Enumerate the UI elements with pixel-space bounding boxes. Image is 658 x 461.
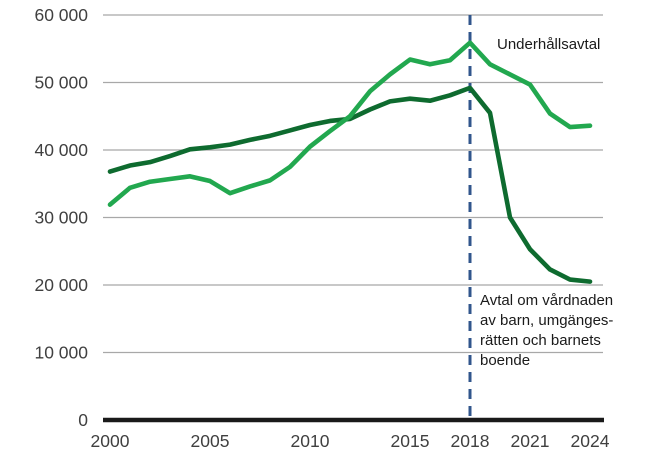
y-tick-label: 60 000 bbox=[34, 5, 88, 25]
series-label-vardnad-line1: Avtal om vårdnaden bbox=[480, 292, 614, 309]
x-tick-label: 2005 bbox=[191, 431, 230, 451]
x-tick-label: 2021 bbox=[511, 431, 550, 451]
y-tick-label: 20 000 bbox=[34, 275, 88, 295]
y-tick-label: 0 bbox=[78, 410, 88, 430]
y-tick-label: 40 000 bbox=[34, 140, 88, 160]
x-tick-label: 2018 bbox=[451, 431, 490, 451]
y-tick-label: 10 000 bbox=[34, 343, 88, 363]
y-tick-label: 30 000 bbox=[34, 208, 88, 228]
y-tick-label: 50 000 bbox=[34, 73, 88, 93]
series-label-vardnad: Avtal om vårdnaden av barn, umgänges- rä… bbox=[480, 291, 613, 371]
series-label-underhallsavtal: Underhållsavtal bbox=[497, 36, 601, 53]
x-tick-label: 2024 bbox=[571, 431, 610, 451]
series-line-underhallsavtal bbox=[107, 40, 593, 207]
series-label-vardnad-line3: rätten och barnets bbox=[480, 332, 601, 349]
x-tick-label: 2015 bbox=[391, 431, 430, 451]
series-label-vardnad-line4: boende bbox=[480, 352, 531, 369]
series-label-vardnad-line2: av barn, umgänges- bbox=[480, 312, 614, 329]
x-tick-label: 2010 bbox=[291, 431, 330, 451]
x-tick-label: 2000 bbox=[91, 431, 130, 451]
